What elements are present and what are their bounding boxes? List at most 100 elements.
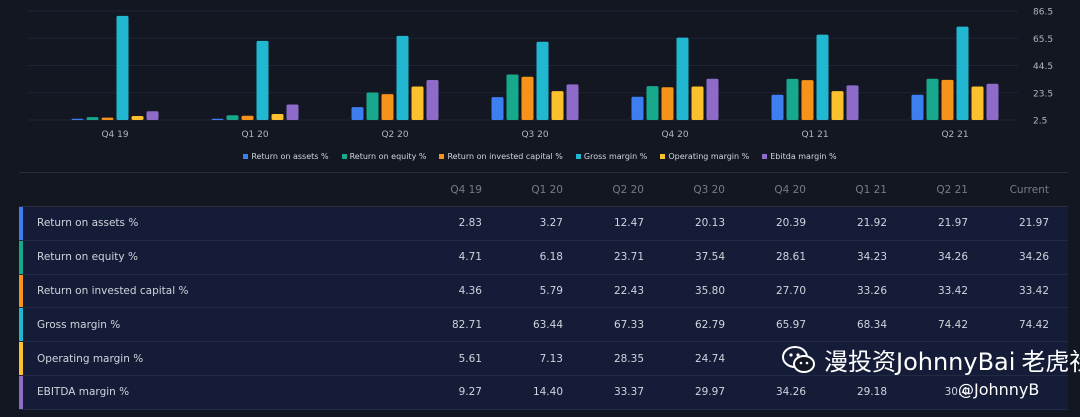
bar-gross-margin-q4-19[interactable] (116, 15, 129, 120)
bar-operating-margin-q4-20[interactable] (691, 86, 704, 120)
x-tick-label: Q4 20 (661, 130, 688, 140)
column-header: Q3 20 (693, 183, 725, 196)
legend-item[interactable]: Return on equity % (341, 149, 426, 163)
bar-return-on-assets-q1-21[interactable] (771, 94, 784, 120)
table-cell: 35.80 (694, 284, 725, 297)
bar-gross-margin-q2-20[interactable] (396, 35, 409, 120)
bar-gross-margin-q4-20[interactable] (676, 37, 689, 120)
bar-ebitda-margin-q3-20[interactable] (566, 84, 579, 120)
bar-ebitda-margin-q2-21[interactable] (986, 83, 999, 120)
table-header: Q4 19 Q1 20 Q2 20 Q3 20 Q4 20 Q1 21 Q2 21 Curre… (19, 172, 1068, 207)
bar-ebitda-margin-q4-20[interactable] (706, 78, 719, 120)
legend-label: Ebitda margin % (770, 151, 837, 161)
bar-return-on-assets-q3-20[interactable] (491, 97, 504, 120)
bar-return-on-equity-q1-21[interactable] (786, 78, 799, 120)
column-header: Q4 20 (774, 183, 806, 196)
legend-label: Gross margin % (583, 151, 648, 161)
bar-return-on-invested-capital-q2-21[interactable] (941, 79, 954, 120)
legend-item[interactable]: Operating margin % (660, 149, 749, 163)
table-cell: 5.61 (458, 352, 482, 365)
y-tick-label: 86.5 (1033, 8, 1053, 18)
bar-return-on-assets-q1-20[interactable] (211, 118, 224, 120)
bar-return-on-assets-q4-20[interactable] (631, 96, 644, 120)
bar-ebitda-margin-q1-20[interactable] (286, 104, 299, 120)
bar-operating-margin-q2-21[interactable] (971, 86, 984, 120)
table-cell: 74.42 (937, 318, 968, 331)
bar-return-on-assets-q2-20[interactable] (351, 107, 364, 120)
bar-ebitda-margin-q2-20[interactable] (426, 79, 439, 120)
y-tick-label: 65.5 (1033, 35, 1053, 45)
bar-operating-margin-q1-21[interactable] (831, 91, 844, 120)
bar-return-on-invested-capital-q4-20[interactable] (661, 87, 674, 120)
bar-return-on-equity-q1-20[interactable] (226, 115, 239, 120)
bar-ebitda-margin-q1-21[interactable] (846, 85, 859, 120)
table-cell: 2.83 (458, 217, 482, 230)
table-row[interactable]: Gross margin % 82.71 63.44 67.33 62.79 65.97 6… (19, 308, 1068, 343)
chart-legend: Return on assets % Return on equity % Retu… (0, 149, 1080, 163)
x-tick-label: Q2 21 (941, 130, 968, 140)
bar-operating-margin-q2-20[interactable] (411, 86, 424, 120)
legend-swatch (243, 153, 249, 159)
table-cell: 67.33 (613, 318, 644, 331)
bar-operating-margin-q3-20[interactable] (551, 91, 564, 120)
table-cell: 22.43 (613, 284, 644, 297)
bar-gross-margin-q2-21[interactable] (956, 26, 969, 120)
bar-return-on-assets-q4-19[interactable] (71, 118, 84, 120)
bar-return-on-assets-q2-21[interactable] (911, 94, 924, 120)
x-tick-label: Q1 21 (801, 130, 828, 140)
table-cell: 20.13 (694, 217, 725, 230)
table-cell: 7.13 (539, 352, 563, 365)
legend-label: Return on assets % (251, 151, 329, 161)
bar-gross-margin-q1-21[interactable] (816, 34, 829, 121)
legend-item[interactable]: Return on invested capital % (439, 149, 563, 163)
table-cell: 34.26 (1018, 251, 1049, 264)
row-label: Return on invested capital % (37, 284, 189, 297)
bar-return-on-equity-q2-21[interactable] (926, 78, 939, 120)
legend-item[interactable]: Gross margin % (575, 149, 648, 163)
table-cell: 6.18 (539, 251, 563, 264)
column-header: Current (1009, 183, 1049, 196)
table-row[interactable]: EBITDA margin % 9.27 14.40 33.37 29.97 34.26 2… (19, 375, 1068, 410)
table-cell: 21.97 (937, 217, 968, 230)
table-cell: 68.34 (856, 318, 887, 331)
table-cell: 12.47 (613, 217, 644, 230)
table-cell: 14.40 (532, 386, 563, 399)
legend-item[interactable]: Ebitda margin % (762, 149, 837, 163)
legend-swatch (341, 153, 347, 159)
table-cell: 34.26 (937, 251, 968, 264)
table-cell: 21.92 (856, 217, 887, 230)
table-cell: 5.79 (539, 284, 563, 297)
column-header: Q2 20 (612, 183, 644, 196)
table-cell: 4.71 (458, 251, 482, 264)
bar-operating-margin-q1-20[interactable] (271, 113, 284, 120)
legend-swatch (575, 153, 581, 159)
row-color-indicator (19, 342, 23, 375)
ratios-table: Q4 19 Q1 20 Q2 20 Q3 20 Q4 20 Q1 21 Q2 21 Curre… (19, 172, 1068, 410)
bar-operating-margin-q4-19[interactable] (131, 115, 144, 120)
bar-return-on-invested-capital-q1-20[interactable] (241, 115, 254, 120)
row-color-indicator (19, 375, 23, 409)
row-label: EBITDA margin % (37, 386, 130, 399)
y-tick-label: 2.5 (1033, 117, 1047, 127)
bar-return-on-equity-q3-20[interactable] (506, 74, 519, 120)
bar-gross-margin-q1-20[interactable] (256, 40, 269, 120)
table-row[interactable]: Return on invested capital % 4.36 5.79 22.4… (19, 274, 1068, 309)
table-row[interactable]: Return on assets % 2.83 3.27 12.47 20.13 20.3… (19, 207, 1068, 241)
bar-return-on-invested-capital-q1-21[interactable] (801, 80, 814, 120)
bar-return-on-equity-q2-20[interactable] (366, 92, 379, 120)
column-header: Q1 20 (531, 183, 563, 196)
bar-return-on-equity-q4-20[interactable] (646, 86, 659, 120)
legend-item[interactable]: Return on assets % (243, 149, 329, 163)
table-cell: 33.42 (937, 284, 968, 297)
bar-return-on-invested-capital-q2-20[interactable] (381, 94, 394, 120)
table-row[interactable]: Return on equity % 4.71 6.18 23.71 37.54 28.6… (19, 240, 1068, 275)
bar-return-on-invested-capital-q3-20[interactable] (521, 76, 534, 120)
bar-ebitda-margin-q4-19[interactable] (146, 111, 159, 120)
bar-return-on-equity-q4-19[interactable] (86, 117, 99, 120)
legend-label: Return on invested capital % (447, 151, 563, 161)
bar-return-on-invested-capital-q4-19[interactable] (101, 117, 114, 120)
bar-gross-margin-q3-20[interactable] (536, 41, 549, 120)
table-cell: 37.54 (694, 251, 725, 264)
table-row[interactable]: Operating margin % 5.61 7.13 28.35 24.74 (19, 342, 1068, 376)
legend-swatch (660, 153, 666, 159)
